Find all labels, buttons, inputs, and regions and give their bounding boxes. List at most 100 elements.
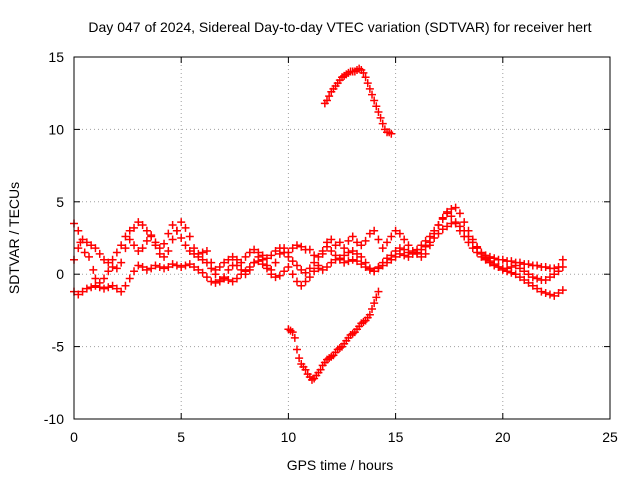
data-point (245, 248, 254, 257)
data-point (374, 235, 383, 244)
data-point (481, 255, 490, 264)
data-point (430, 234, 439, 242)
data-point (160, 264, 169, 273)
data-point (460, 218, 469, 227)
data-point (421, 249, 430, 258)
data-point (541, 275, 550, 284)
data-point (125, 226, 134, 235)
data-point (121, 244, 130, 253)
data-point (280, 248, 289, 257)
data-point (194, 265, 203, 274)
chart-title: Day 047 of 2024, Sidereal Day-to-day VTE… (88, 19, 591, 35)
x-tick-label: 0 (70, 429, 78, 445)
data-point (404, 252, 413, 261)
data-point (121, 232, 130, 241)
data-point (395, 249, 404, 258)
data-point (130, 267, 139, 276)
data-point (185, 260, 194, 269)
data-point (280, 267, 289, 276)
data-point (290, 333, 299, 342)
gridlines (74, 57, 610, 419)
data-point (164, 262, 173, 271)
data-point (297, 242, 306, 251)
data-point (511, 261, 520, 270)
data-point (325, 92, 334, 101)
data-point (151, 241, 160, 250)
data-point (507, 262, 516, 271)
data-point (181, 241, 190, 250)
data-point (515, 264, 524, 273)
y-tick-label: 0 (56, 266, 64, 282)
data-point (438, 213, 447, 222)
data-point (359, 68, 368, 77)
data-point (305, 273, 314, 282)
data-point (443, 222, 452, 231)
data-point (228, 277, 237, 286)
data-point (177, 234, 186, 242)
data-point (545, 273, 554, 282)
data-point (391, 252, 400, 261)
data-point (417, 241, 426, 250)
data-point (451, 218, 460, 227)
data-point (138, 244, 147, 253)
data-point (117, 241, 126, 250)
y-tick-label: 10 (48, 121, 64, 137)
series-3 (320, 64, 396, 138)
data-point (361, 262, 370, 271)
data-point (172, 226, 181, 235)
data-point (376, 113, 385, 122)
data-point (361, 236, 370, 245)
data-point (292, 241, 301, 250)
data-point (138, 262, 147, 271)
data-point (87, 283, 96, 292)
data-point (370, 226, 379, 235)
data-point (177, 218, 186, 227)
series-2 (70, 207, 567, 284)
data-point (365, 265, 374, 274)
data-point (125, 235, 134, 244)
data-point (524, 270, 533, 279)
data-point (151, 261, 160, 270)
data-point (198, 255, 207, 264)
plot-frame (73, 56, 611, 420)
data-point (74, 244, 83, 253)
data-point (374, 264, 383, 273)
data-point (378, 119, 387, 128)
data-point (177, 262, 186, 271)
data-point (316, 365, 325, 374)
x-tick-label: 25 (602, 429, 618, 445)
data-point (271, 258, 280, 267)
data-point (164, 229, 173, 238)
data-point (211, 278, 220, 287)
data-point (378, 244, 387, 253)
data-point (194, 249, 203, 258)
data-point (443, 207, 452, 216)
data-point (130, 241, 139, 250)
data-point (74, 226, 83, 235)
data-point (468, 244, 477, 253)
data-point (275, 244, 284, 253)
data-point (258, 251, 267, 260)
data-point (558, 255, 567, 264)
data-point (550, 291, 559, 300)
data-point (322, 262, 331, 271)
data-point (142, 236, 151, 245)
data-point (372, 293, 381, 302)
series-4 (284, 287, 383, 384)
data-point (305, 264, 314, 273)
axes: 0 5 10 15 20 25 -10 -5 0 5 10 15 (44, 49, 618, 445)
data-point (134, 261, 143, 270)
data-point (155, 262, 164, 271)
data-point (91, 281, 100, 290)
data-point (215, 262, 224, 271)
data-point (78, 287, 87, 296)
data-point (404, 241, 413, 250)
data-point (374, 108, 383, 117)
data-point (138, 220, 147, 229)
data-point (207, 264, 216, 273)
data-point (413, 245, 422, 254)
data-point (160, 252, 169, 261)
data-point (121, 281, 130, 290)
data-point (387, 255, 396, 264)
data-point (348, 255, 357, 264)
